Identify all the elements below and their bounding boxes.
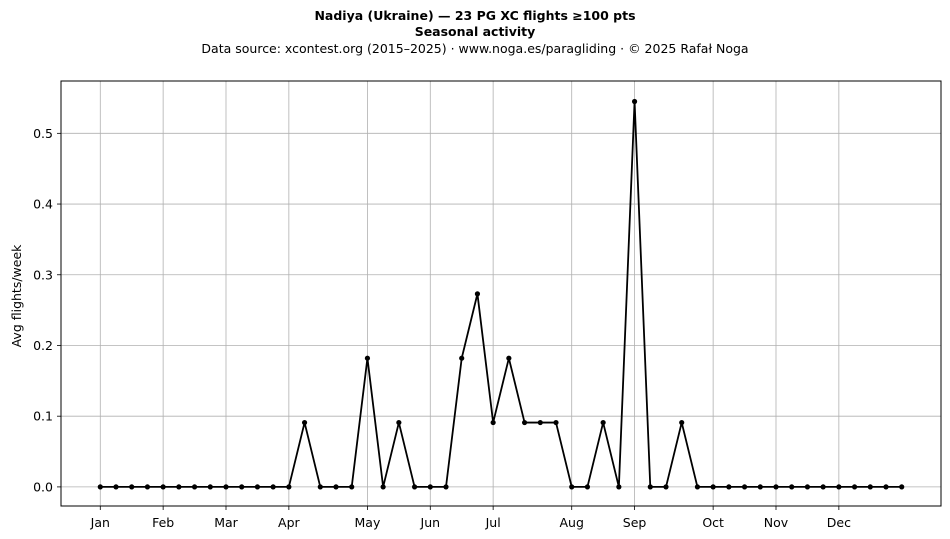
data-point bbox=[757, 484, 763, 490]
data-point bbox=[521, 419, 528, 426]
data-point bbox=[867, 484, 873, 490]
data-point bbox=[836, 484, 842, 490]
data-point bbox=[191, 484, 198, 490]
chart-subtitle: Seasonal activity bbox=[414, 24, 536, 39]
data-point bbox=[710, 484, 716, 490]
chart-title: Nadiya (Ukraine) — 23 PG XC flights ≥100… bbox=[314, 8, 636, 23]
y-tick-label: 0.1 bbox=[33, 409, 53, 424]
data-point bbox=[129, 484, 135, 490]
data-point bbox=[616, 484, 622, 490]
x-tick-label: Jun bbox=[420, 515, 441, 530]
data-point bbox=[804, 484, 811, 490]
data-point bbox=[443, 484, 449, 490]
data-point bbox=[239, 484, 245, 490]
data-point bbox=[741, 484, 748, 490]
data-point bbox=[380, 484, 386, 490]
data-point bbox=[333, 484, 339, 490]
data-point bbox=[600, 419, 606, 426]
x-tick-label: Feb bbox=[152, 515, 174, 530]
x-tick-label: Sep bbox=[623, 515, 647, 530]
x-tick-label: Jul bbox=[485, 515, 501, 530]
data-point bbox=[773, 484, 779, 490]
data-point bbox=[726, 484, 732, 490]
data-point bbox=[584, 484, 591, 490]
y-tick-label: 0.2 bbox=[33, 338, 53, 353]
data-point bbox=[899, 484, 905, 490]
y-tick-label: 0.3 bbox=[33, 267, 53, 282]
chart-source: Data source: xcontest.org (2015–2025) · … bbox=[201, 41, 749, 56]
series-flights bbox=[97, 98, 905, 490]
data-point bbox=[459, 355, 465, 361]
data-point bbox=[176, 484, 182, 490]
data-point bbox=[349, 484, 355, 490]
data-point bbox=[301, 419, 308, 426]
data-point bbox=[160, 484, 166, 490]
data-point bbox=[506, 355, 512, 361]
data-point bbox=[851, 484, 858, 490]
data-point bbox=[396, 419, 402, 426]
data-point bbox=[631, 98, 638, 105]
axes: Jan Feb Mar Apr May Jun Jul Aug Sep Oct Nov Dec 0.0 0… bbox=[33, 80, 942, 530]
data-point bbox=[647, 484, 653, 490]
data-point bbox=[490, 419, 496, 426]
data-point bbox=[411, 484, 418, 490]
data-point bbox=[223, 484, 229, 490]
plot-frame bbox=[60, 80, 942, 507]
data-point bbox=[113, 484, 119, 490]
data-point bbox=[317, 484, 323, 490]
chart-titles: Nadiya (Ukraine) — 23 PG XC flights ≥100… bbox=[0, 8, 950, 58]
x-tick-label: Nov bbox=[764, 515, 789, 530]
data-point bbox=[663, 484, 669, 490]
data-point bbox=[537, 419, 543, 426]
data-point bbox=[883, 484, 889, 490]
data-point bbox=[820, 484, 826, 490]
x-tick-label: May bbox=[355, 515, 381, 530]
x-tick-label: Jan bbox=[90, 515, 110, 530]
data-point bbox=[553, 419, 559, 426]
data-point bbox=[694, 484, 701, 490]
data-point bbox=[789, 484, 795, 490]
data-point bbox=[474, 291, 481, 297]
data-point bbox=[286, 484, 292, 490]
data-point bbox=[97, 484, 103, 490]
data-point bbox=[679, 419, 685, 426]
data-point bbox=[364, 355, 371, 361]
y-tick-label: 0.0 bbox=[33, 479, 53, 494]
x-tick-label: Dec bbox=[827, 515, 851, 530]
data-point bbox=[254, 484, 261, 490]
x-tick-label: Apr bbox=[278, 515, 300, 530]
y-tick-label: 0.4 bbox=[33, 197, 53, 212]
y-tick-label: 0.5 bbox=[33, 126, 53, 141]
series-line bbox=[100, 100, 902, 488]
data-point bbox=[569, 484, 575, 490]
data-point bbox=[270, 484, 276, 490]
x-tick-label: Aug bbox=[560, 515, 584, 530]
grid-lines bbox=[61, 81, 941, 506]
x-tick-label: Oct bbox=[702, 515, 724, 530]
data-point bbox=[427, 484, 433, 490]
x-tick-label: Mar bbox=[214, 515, 238, 530]
y-axis-label: Avg flights/week bbox=[9, 244, 24, 348]
data-point bbox=[207, 484, 213, 490]
data-point bbox=[144, 484, 151, 490]
